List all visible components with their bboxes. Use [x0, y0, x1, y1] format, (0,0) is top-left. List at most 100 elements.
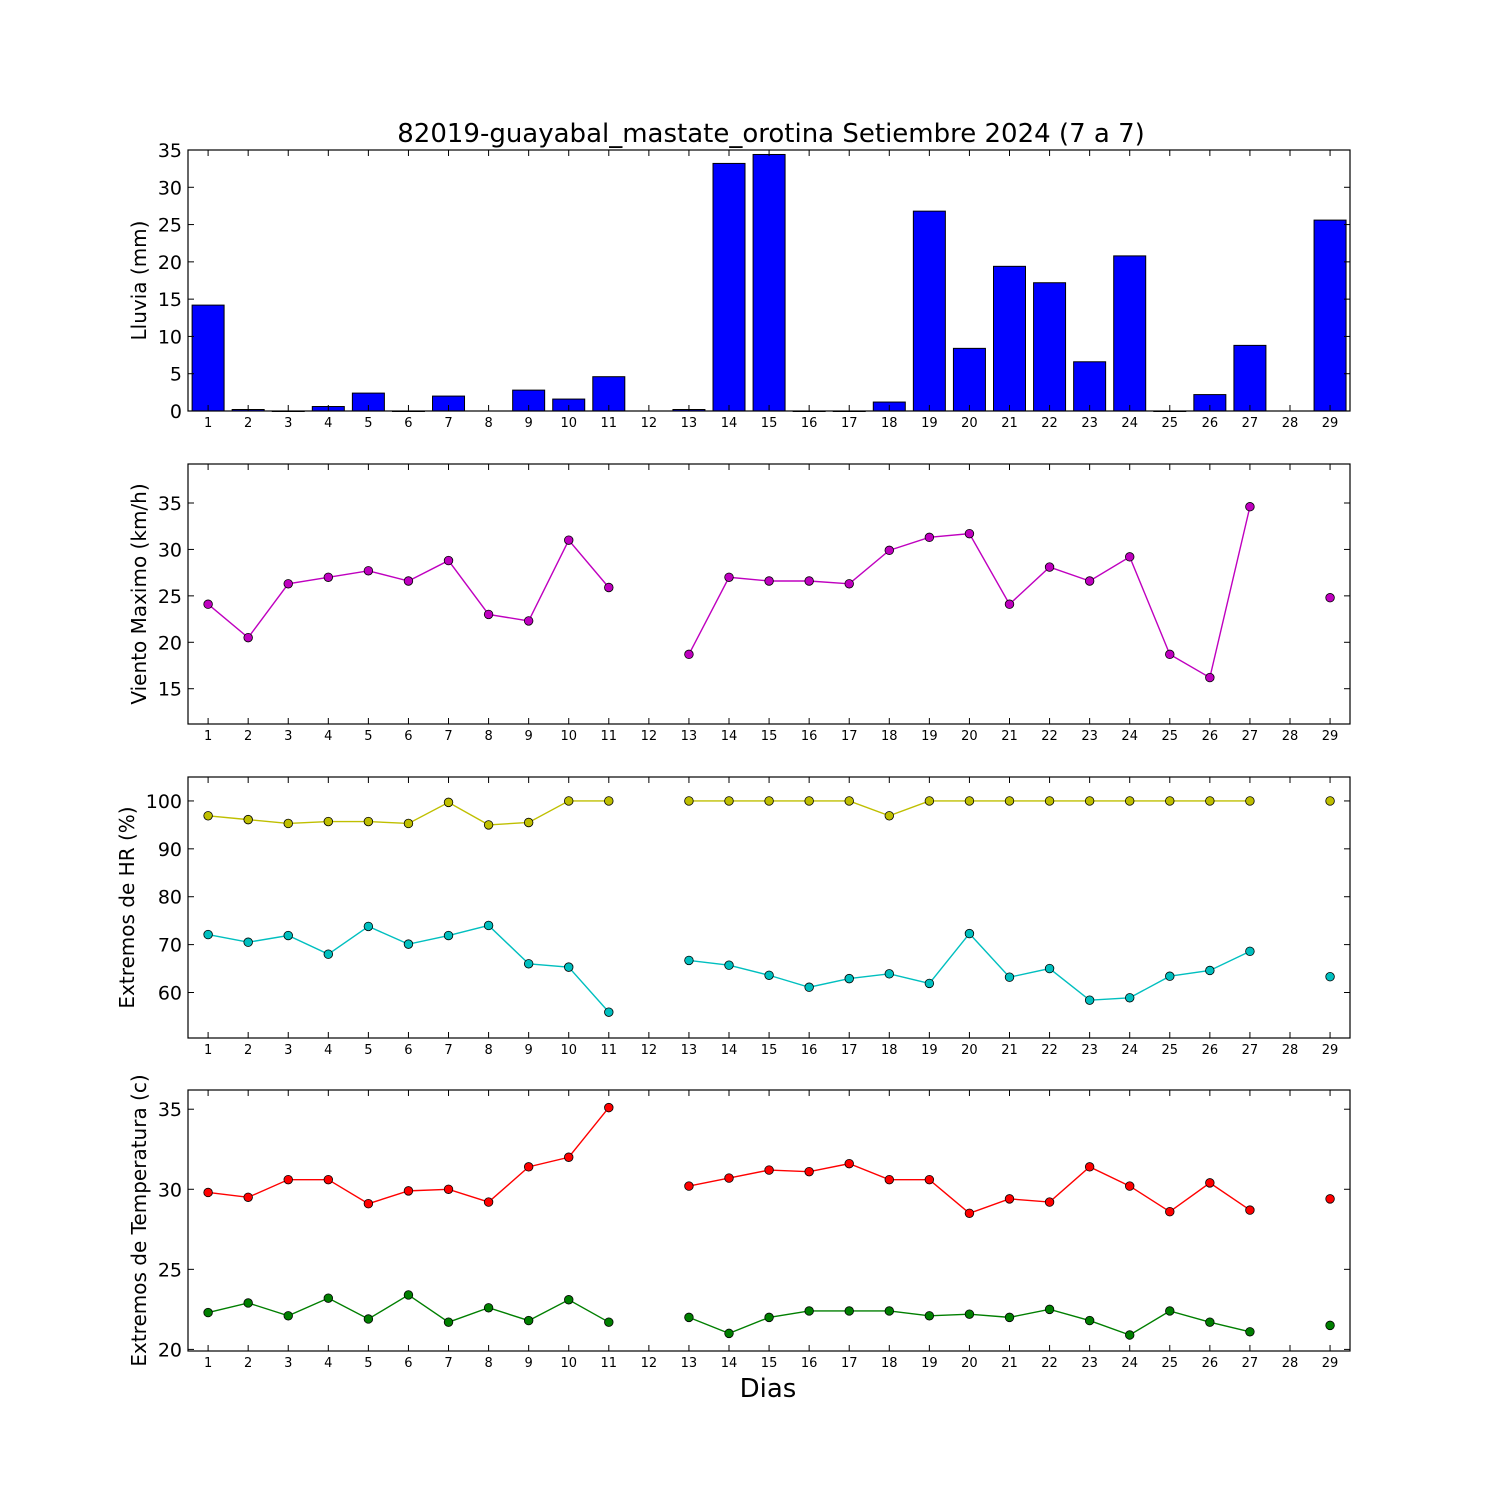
series-2-point-day-10 [564, 1295, 574, 1305]
y-tick-label: 30 [158, 539, 182, 561]
x-tick-label: 5 [364, 1356, 372, 1371]
series-2-point-day-17 [844, 1306, 854, 1316]
series-1-point-day-17 [844, 796, 854, 806]
bar-day-1 [191, 304, 225, 412]
x-tick-label: 14 [721, 729, 738, 744]
y-tick-label: 25 [158, 215, 182, 237]
x-tick-label: 1 [204, 1043, 212, 1058]
x-tick-label: 16 [801, 729, 818, 744]
series-1-point-day-29 [1325, 593, 1335, 603]
x-tick-label: 25 [1162, 729, 1179, 744]
series-2-point-day-16 [804, 1306, 814, 1316]
series-2-point-day-22 [1044, 1304, 1055, 1315]
series-1-point-day-7 [443, 797, 454, 808]
x-tick-label: 2 [244, 416, 252, 431]
x-tick-label: 29 [1322, 1043, 1339, 1058]
series-1-point-day-24 [1125, 552, 1135, 562]
x-tick-label: 27 [1242, 1043, 1259, 1058]
x-tick-label: 10 [560, 1356, 577, 1371]
x-tick-label: 23 [1081, 416, 1098, 431]
series-1-point-day-13 [684, 796, 694, 806]
series-1-point-day-25 [1165, 1206, 1175, 1217]
series-2-point-day-27 [1245, 946, 1255, 957]
series-2-point-day-2 [243, 1298, 253, 1308]
series-2-point-day-15 [764, 1312, 774, 1323]
bar-day-14 [712, 162, 746, 412]
series-1-point-day-19 [924, 796, 935, 806]
series-1-point-day-2 [243, 632, 253, 643]
x-tick-label: 20 [961, 416, 978, 431]
series-1-point-day-25 [1165, 796, 1175, 806]
series-1-point-day-7 [443, 1184, 454, 1194]
series-1-point-day-13 [684, 649, 694, 660]
x-tick-label: 16 [801, 1356, 818, 1371]
series-1-point-day-27 [1245, 796, 1255, 806]
x-tick-label: 23 [1081, 1043, 1098, 1058]
x-tick-label: 26 [1202, 729, 1219, 744]
y-tick-label: 30 [158, 177, 182, 199]
x-tick-label: 1 [204, 1356, 212, 1371]
series-2-point-day-8 [483, 1303, 494, 1313]
series-2-point-day-24 [1125, 1330, 1135, 1340]
series-1-point-day-21 [1004, 796, 1015, 806]
series-2-point-day-26 [1205, 965, 1215, 976]
x-tick-label: 9 [525, 729, 533, 744]
x-tick-label: 27 [1242, 1356, 1259, 1371]
x-tick-label: 12 [641, 1043, 658, 1058]
series-1-point-day-16 [804, 576, 814, 586]
series-2-point-day-23 [1084, 1315, 1095, 1326]
x-tick-label: 19 [921, 1356, 938, 1371]
series-2-point-day-19 [924, 1311, 935, 1321]
series-2-point-day-21 [1004, 1312, 1015, 1323]
x-tick-label: 20 [961, 729, 978, 744]
x-tick-label: 6 [404, 416, 412, 431]
bar-day-27 [1233, 344, 1267, 412]
x-tick-label: 9 [525, 416, 533, 431]
x-tick-label: 26 [1202, 416, 1219, 431]
y-tick-label: 60 [158, 983, 182, 1005]
x-tick-label: 7 [444, 729, 452, 744]
x-tick-label: 22 [1041, 1043, 1058, 1058]
x-tick-label: 5 [364, 1043, 372, 1058]
x-tick-label: 26 [1202, 1356, 1219, 1371]
series-1-point-day-3 [283, 1174, 293, 1185]
series-2-point-day-7 [443, 930, 454, 941]
x-tick-label: 23 [1081, 1356, 1098, 1371]
x-tick-label: 20 [961, 1356, 978, 1371]
x-tick-label: 12 [641, 1356, 658, 1371]
series-1-point-day-23 [1084, 576, 1095, 586]
series-1-point-day-23 [1084, 1162, 1095, 1172]
series-1-point-day-18 [884, 1174, 894, 1185]
x-tick-label: 13 [681, 1043, 698, 1058]
x-tick-label: 5 [364, 729, 372, 744]
x-tick-label: 24 [1121, 416, 1138, 431]
series-2-point-day-3 [283, 930, 293, 941]
x-tick-label: 14 [721, 416, 738, 431]
series-1-point-day-6 [403, 576, 414, 586]
x-tick-label: 17 [841, 416, 858, 431]
series-1-point-day-5 [363, 566, 374, 576]
x-tick-label: 10 [560, 729, 577, 744]
series-1-point-day-20 [964, 796, 975, 806]
x-tick-label: 15 [761, 729, 778, 744]
series-2-point-day-13 [684, 1312, 694, 1323]
y-axis-label: Lluvia (mm) [127, 221, 151, 341]
y-tick-label: 25 [158, 586, 182, 608]
x-tick-label: 21 [1001, 1043, 1018, 1058]
series-1-point-day-17 [844, 579, 854, 589]
series-1-point-day-26 [1205, 672, 1215, 683]
x-tick-label: 10 [560, 1043, 577, 1058]
x-tick-label: 2 [244, 1356, 252, 1371]
series-2-point-day-14 [724, 960, 734, 970]
series-2-point-day-29 [1325, 972, 1335, 982]
plot-frame [187, 776, 1351, 1039]
series-1-point-day-11 [604, 796, 614, 806]
series-2-point-day-18 [884, 1306, 894, 1316]
x-tick-label: 7 [444, 1043, 452, 1058]
x-tick-label: 28 [1282, 416, 1299, 431]
x-tick-label: 19 [921, 729, 938, 744]
bar-day-24 [1113, 255, 1147, 412]
x-tick-label: 19 [921, 1043, 938, 1058]
